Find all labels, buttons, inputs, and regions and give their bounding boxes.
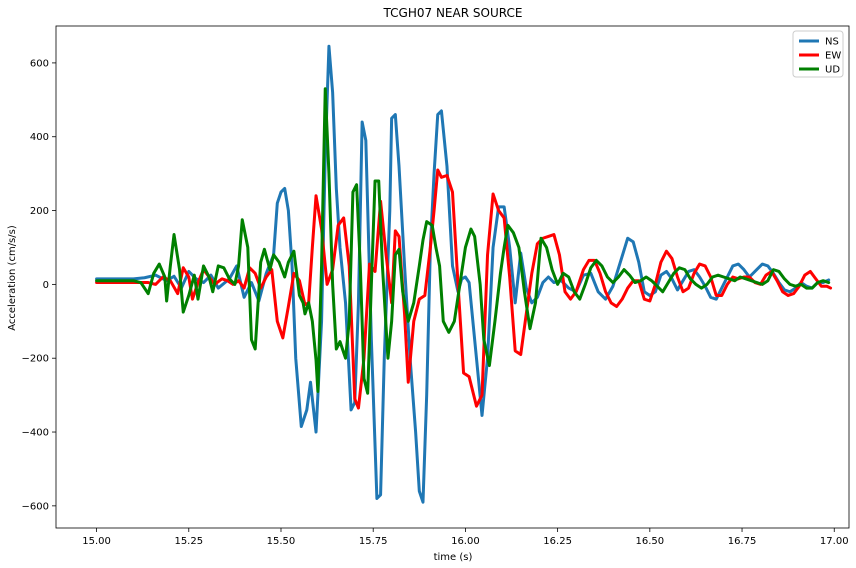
x-tick-label: 15.00: [82, 536, 111, 547]
plot-area: [95, 44, 833, 504]
axes: 15.00 15.25 15.50 15.75 16.00 16.25 16.50 16.75…: [22, 25, 850, 547]
y-tick-label: −600: [22, 501, 49, 512]
x-axis-label: time (s): [434, 552, 473, 563]
legend-label-ns: NS: [825, 37, 839, 48]
x-tick-label: 16.25: [543, 536, 572, 547]
x-tick-label: 16.00: [451, 536, 480, 547]
y-tick-label: 600: [30, 58, 49, 69]
x-tick-label: 16.50: [636, 536, 665, 547]
x-tick-label: 17.00: [820, 536, 849, 547]
plot-frame: [55, 25, 850, 529]
y-axis-label: Acceleration (cm/s/s): [7, 225, 18, 331]
x-tick-label: 15.75: [359, 536, 388, 547]
x-tick-label: 15.25: [174, 536, 203, 547]
y-tick-label: 400: [30, 132, 49, 143]
x-tick-label: 16.75: [728, 536, 757, 547]
series-line-ew: [95, 168, 833, 410]
y-tick-label: −200: [22, 354, 49, 365]
legend-label-ud: UD: [825, 65, 840, 76]
x-tick-label: 15.50: [267, 536, 296, 547]
legend: NS EW UD: [792, 30, 844, 78]
y-tick-label: 200: [30, 206, 49, 217]
y-tick-label: 0: [43, 280, 49, 291]
legend-label-ew: EW: [825, 51, 841, 62]
chart-title: TCGH07 NEAR SOURCE: [383, 6, 523, 20]
series-line-ud: [95, 87, 831, 395]
y-tick-label: −400: [22, 428, 49, 439]
